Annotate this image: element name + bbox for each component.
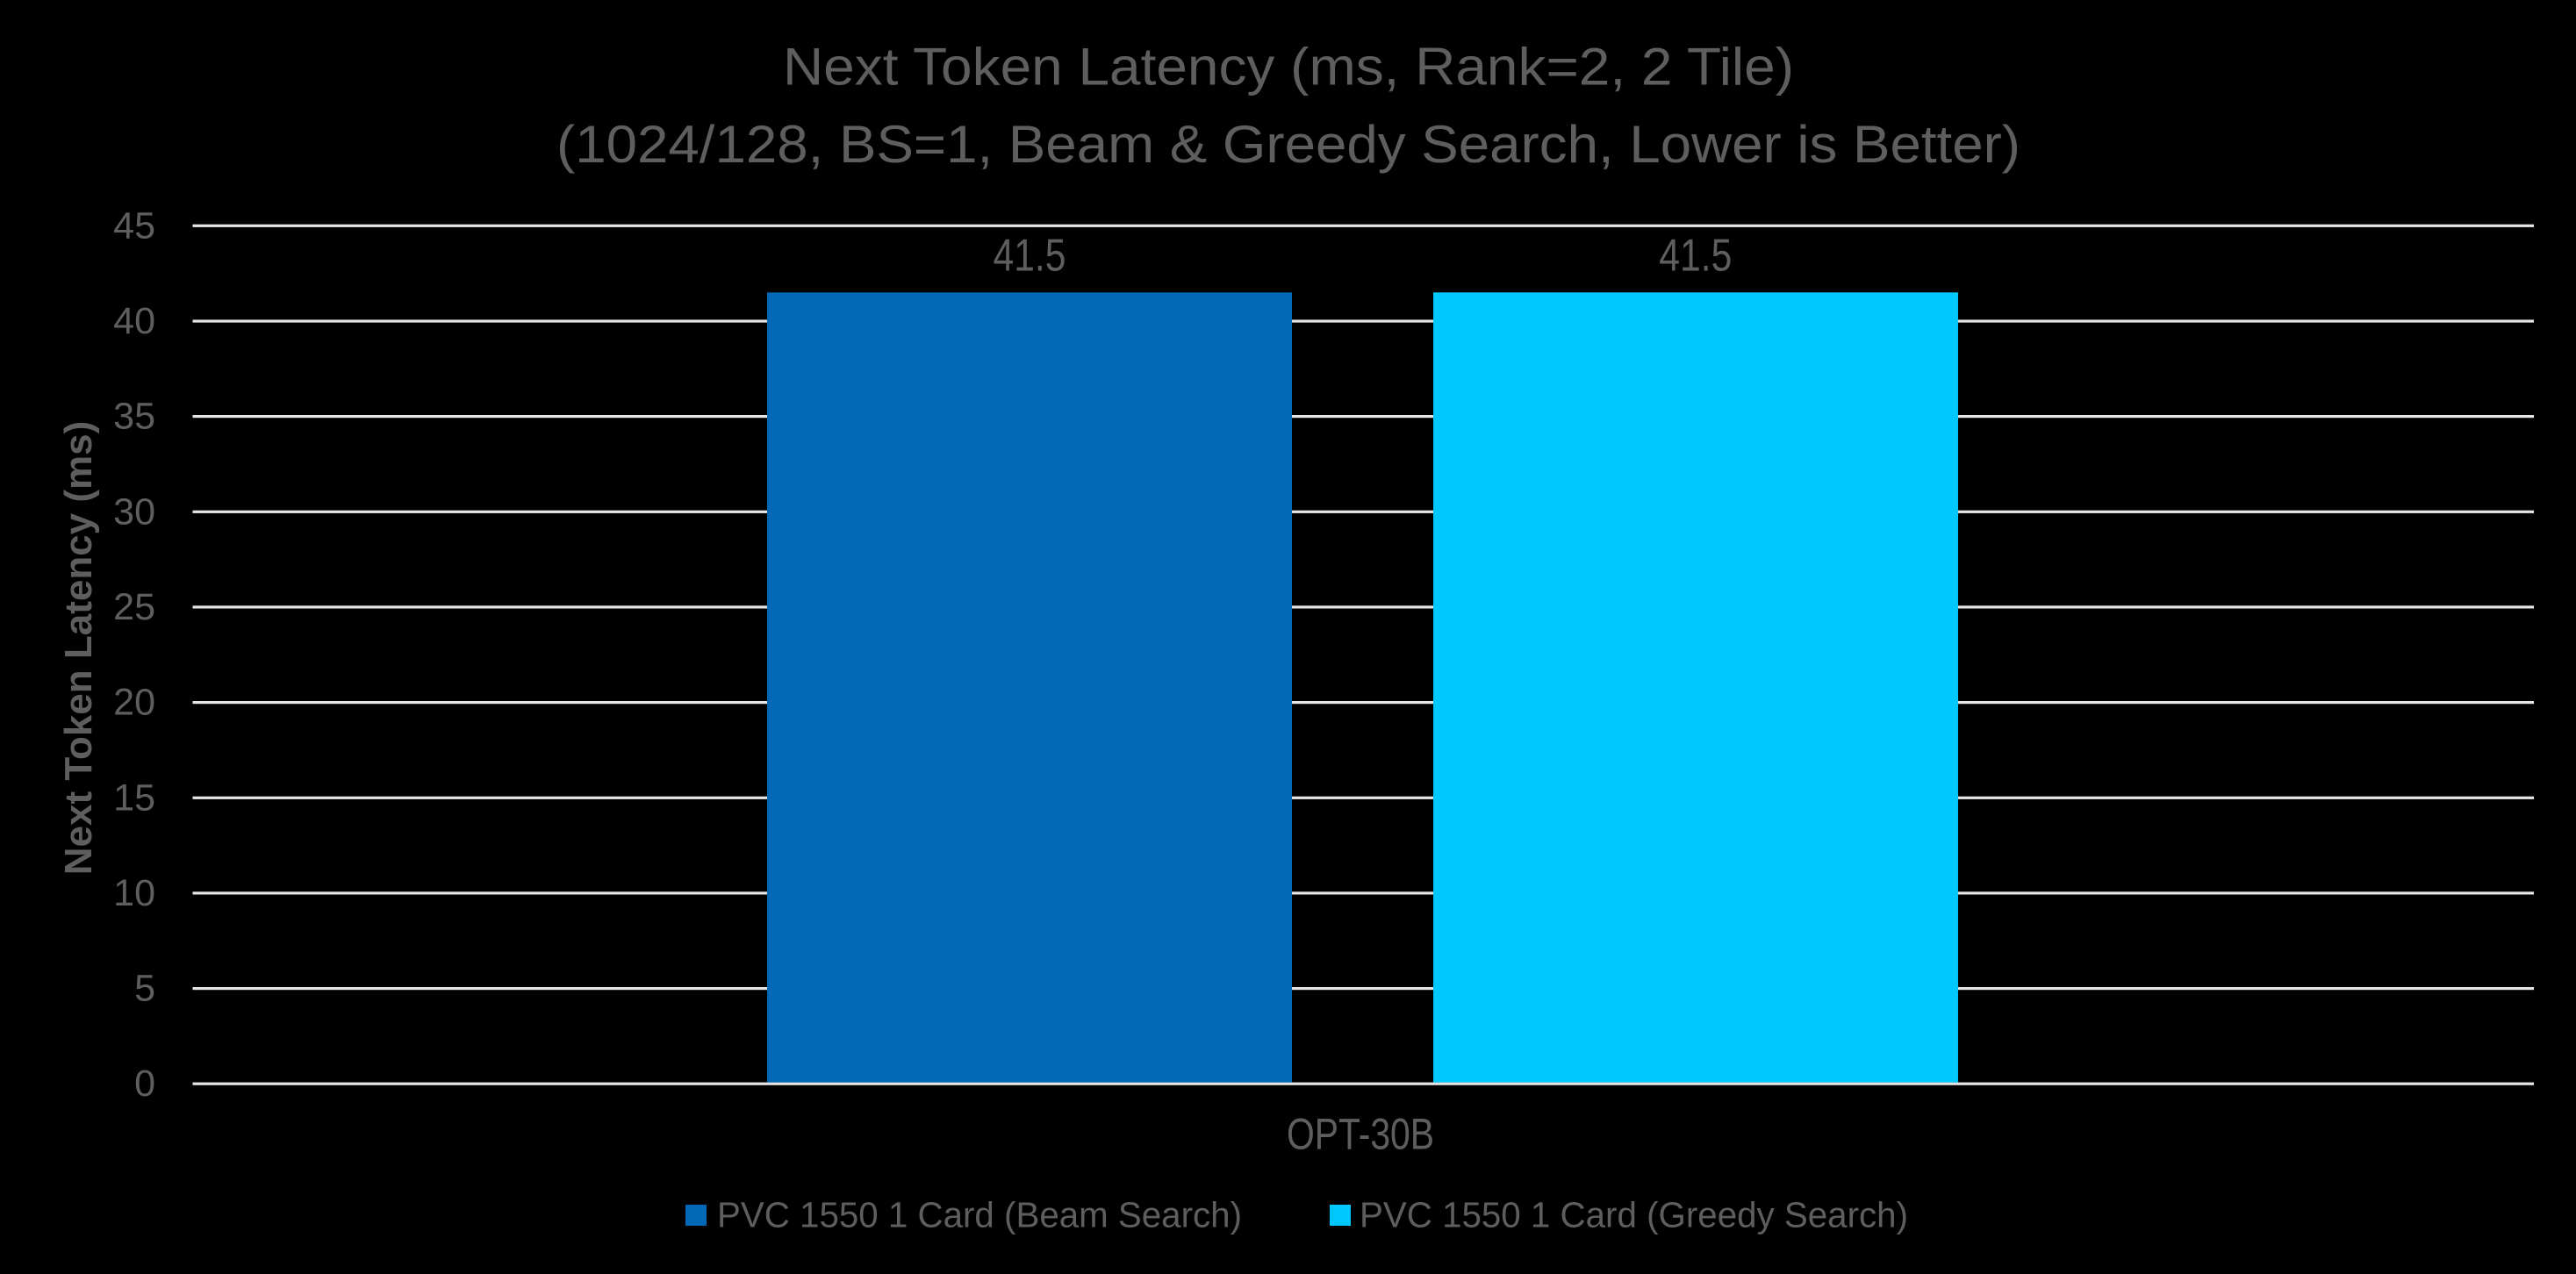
svg-text:35: 35: [113, 396, 155, 438]
svg-text:PVC 1550 1 Card (Greedy Search: PVC 1550 1 Card (Greedy Search): [1360, 1195, 1908, 1235]
svg-text:OPT-30B: OPT-30B: [1287, 1109, 1434, 1158]
svg-text:40: 40: [113, 300, 155, 342]
svg-text:30: 30: [113, 490, 155, 533]
svg-text:Next Token Latency (ms, Rank=2: Next Token Latency (ms, Rank=2, 2 Tile): [783, 38, 1794, 97]
svg-text:41.5: 41.5: [994, 231, 1066, 282]
svg-text:25: 25: [113, 586, 155, 628]
svg-text:0: 0: [134, 1063, 155, 1105]
svg-text:15: 15: [113, 777, 155, 819]
svg-text:41.5: 41.5: [1659, 231, 1732, 282]
svg-text:20: 20: [113, 682, 155, 724]
svg-text:PVC 1550 1 Card (Beam Search): PVC 1550 1 Card (Beam Search): [717, 1195, 1242, 1235]
svg-text:10: 10: [113, 872, 155, 914]
svg-text:Next Token Latency (ms): Next Token Latency (ms): [57, 421, 100, 876]
svg-text:5: 5: [134, 968, 155, 1010]
svg-text:(1024/128, BS=1, Beam & Greedy: (1024/128, BS=1, Beam & Greedy Search, L…: [556, 115, 2020, 174]
svg-text:45: 45: [113, 204, 155, 247]
